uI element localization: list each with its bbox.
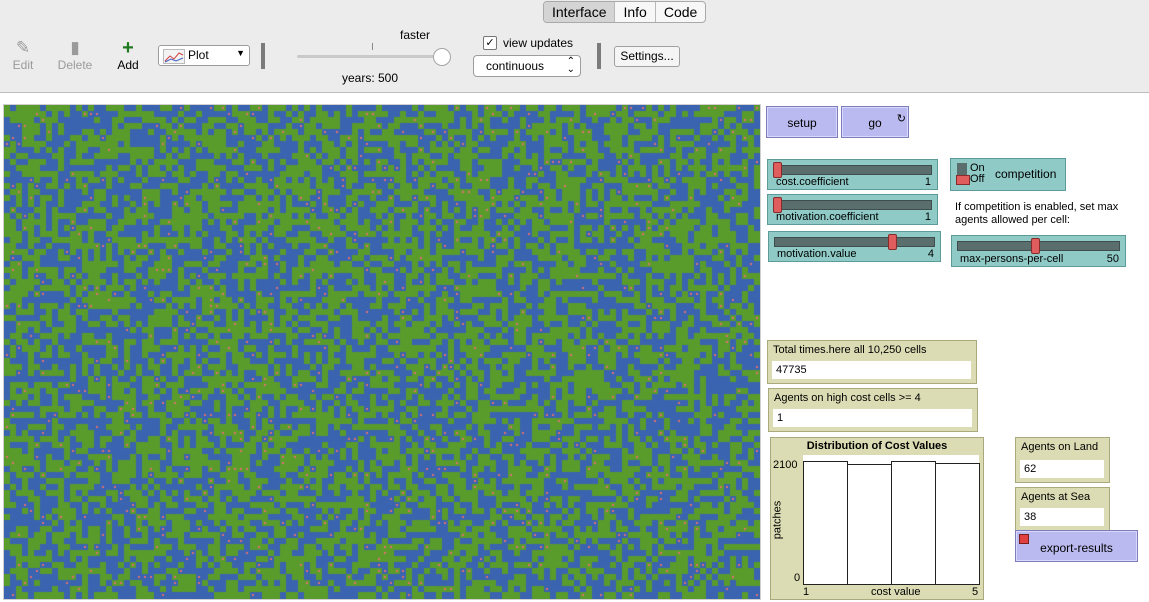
high-cost-agents-monitor: Agents on high cost cells >= 4 1: [768, 388, 978, 432]
monitor-label: Agents on Land: [1021, 441, 1099, 453]
world-grid: [4, 105, 760, 599]
cost-distribution-plot: Distribution of Cost Values 2100 0 patch…: [770, 437, 984, 600]
switch-label: competition: [995, 167, 1057, 181]
monitor-value: 62: [1020, 460, 1104, 478]
view-tabs: Interface Info Code: [543, 1, 707, 23]
view-updates-checkbox[interactable]: ✓: [483, 36, 497, 50]
slider-value: 1: [924, 211, 931, 223]
histogram-bar: [847, 464, 892, 585]
slider-label: cost.coefficient: [776, 176, 849, 188]
slider-label: motivation.coefficient: [776, 211, 879, 223]
slider-track: [773, 165, 932, 175]
x-axis-label: cost value: [871, 586, 921, 598]
toolbar-divider: [261, 43, 265, 69]
tab-info[interactable]: Info: [615, 2, 656, 22]
add-label: Add: [117, 58, 139, 72]
toolbar: Interface Info Code ✎ Edit ▮ Delete + Ad…: [0, 0, 1149, 93]
toolbar-divider: [597, 43, 601, 69]
agents-on-land-monitor: Agents on Land 62: [1015, 437, 1110, 483]
slider-handle[interactable]: [1030, 238, 1040, 254]
tab-code[interactable]: Code: [663, 4, 698, 20]
delete-label: Delete: [57, 58, 93, 72]
total-times-monitor: Total times.here all 10,250 cells 47735: [767, 340, 977, 384]
setup-button[interactable]: setup: [766, 106, 838, 138]
competition-switch[interactable]: On Off competition: [950, 158, 1066, 191]
go-button[interactable]: go ↻: [841, 106, 909, 138]
speed-faster-label: faster: [400, 28, 431, 42]
slider-handle[interactable]: [888, 234, 897, 250]
plot-area: [803, 455, 980, 585]
plot-title: Distribution of Cost Values: [806, 440, 948, 452]
update-mode-value: continuous: [486, 59, 545, 73]
switch-off-label: Off: [970, 173, 985, 185]
histogram-bar: [803, 461, 848, 585]
histogram-bar: [935, 463, 980, 585]
plot-widget-icon: [163, 49, 185, 64]
monitor-value: 47735: [772, 361, 971, 379]
error-flag-icon: [1019, 534, 1029, 544]
monitor-label: Agents on high cost cells >= 4: [774, 392, 921, 404]
speed-slider[interactable]: [297, 55, 450, 58]
cost-coefficient-slider[interactable]: cost.coefficient 1: [767, 159, 938, 190]
histogram-bar: [891, 460, 936, 585]
go-label: go: [868, 116, 882, 130]
switch-on-label: On: [970, 162, 985, 174]
pencil-icon: ✎: [15, 38, 31, 57]
trash-icon: ▮: [70, 38, 80, 57]
y-tick-max: 2100: [773, 459, 798, 471]
forever-icon: ↻: [896, 113, 906, 125]
y-tick-min: 0: [794, 572, 801, 584]
slider-track: [773, 200, 932, 210]
widget-type-value: Plot: [188, 48, 209, 62]
slider-handle[interactable]: [773, 197, 782, 213]
slider-value: 1: [924, 176, 931, 188]
dropdown-arrow-icon: ▼: [236, 48, 245, 58]
delete-button[interactable]: ▮ Delete: [55, 38, 95, 72]
years-counter: years: 500: [342, 71, 399, 85]
motivation-value-slider[interactable]: motivation.value 4: [768, 231, 941, 262]
export-results-label: export-results: [1040, 541, 1113, 555]
speed-slider-tick: [372, 43, 373, 50]
monitor-value: 38: [1020, 508, 1104, 526]
slider-handle[interactable]: [773, 162, 782, 178]
motivation-coefficient-slider[interactable]: motivation.coefficient 1: [767, 194, 938, 225]
max-persons-per-cell-slider[interactable]: max-persons-per-cell 50: [951, 235, 1126, 267]
slider-value: 50: [1106, 253, 1119, 265]
agents-at-sea-monitor: Agents at Sea 38: [1015, 487, 1110, 531]
slider-track: [774, 237, 935, 247]
x-tick-max: 5: [972, 586, 979, 598]
stepper-arrows-icon: ⌃ ⌄: [566, 56, 575, 75]
slider-label: motivation.value: [777, 248, 857, 260]
add-button[interactable]: + Add: [108, 38, 148, 72]
switch-knob[interactable]: [956, 175, 970, 185]
x-tick-min: 1: [803, 586, 810, 598]
monitor-label: Agents at Sea: [1021, 491, 1091, 503]
switch-track: [957, 163, 967, 185]
slider-value: 4: [927, 248, 934, 260]
plus-icon: +: [122, 37, 134, 59]
slider-label: max-persons-per-cell: [960, 253, 1064, 265]
settings-button[interactable]: Settings...: [614, 46, 680, 67]
monitor-label: Total times.here all 10,250 cells: [773, 344, 927, 356]
tab-interface[interactable]: Interface: [544, 2, 616, 22]
world-view[interactable]: [3, 104, 761, 600]
monitor-value: 1: [773, 409, 972, 427]
edit-label: Edit: [12, 58, 34, 72]
checkmark-icon: ✓: [485, 37, 495, 49]
edit-button[interactable]: ✎ Edit: [3, 38, 43, 72]
view-updates-label: view updates: [503, 36, 574, 50]
y-axis-label: patches: [771, 500, 784, 540]
export-results-button[interactable]: export-results: [1015, 530, 1138, 562]
update-mode-select[interactable]: continuous ⌃ ⌄: [473, 55, 581, 77]
competition-note: If competition is enabled, set max agent…: [955, 201, 1119, 226]
widget-type-select[interactable]: Plot ▼: [158, 45, 250, 66]
speed-slider-knob[interactable]: [433, 48, 452, 66]
